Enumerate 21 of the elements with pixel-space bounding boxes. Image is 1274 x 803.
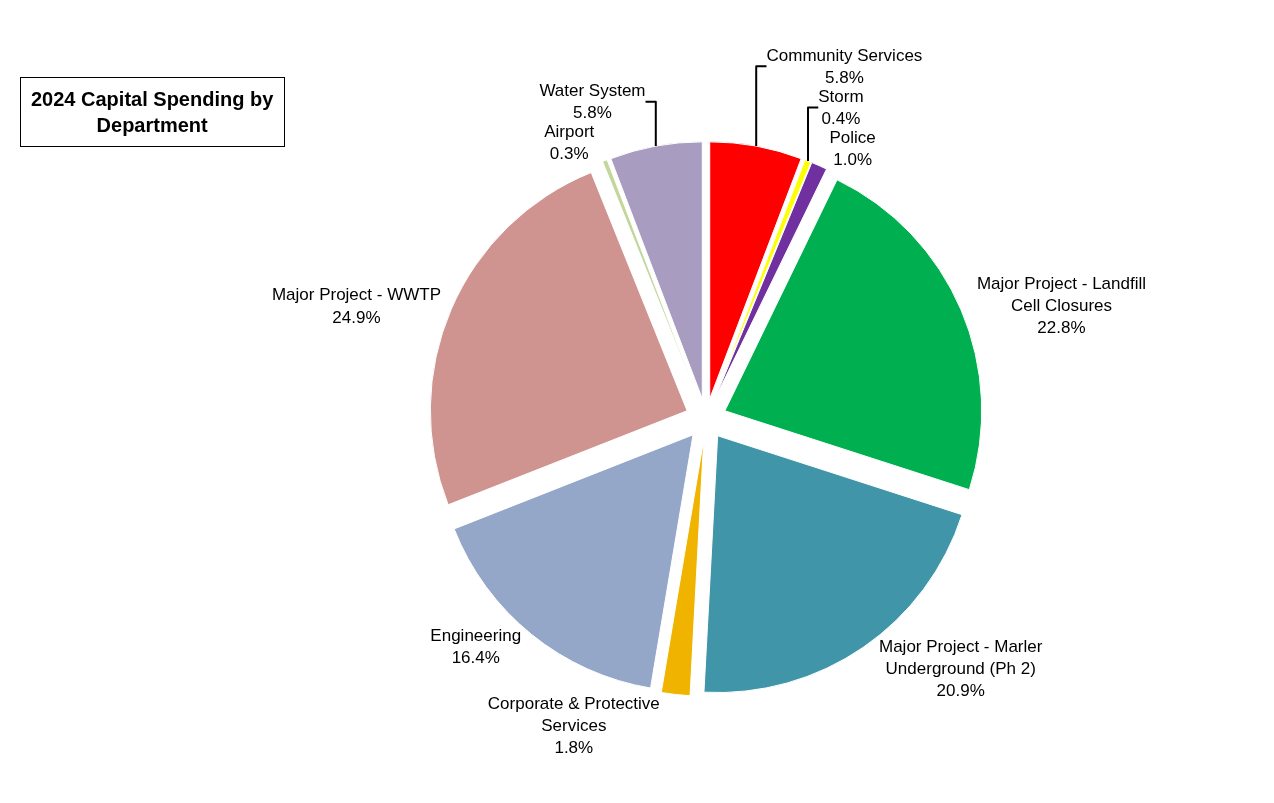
data-label: 0.3% [549,144,589,164]
data-label: 5.8% [825,67,864,87]
slice-label: Engineering [430,626,522,646]
slice-label: Airport [544,122,595,142]
slice-label: Police [829,127,876,147]
slice-label: Major Project - Marler Underground (Ph 2) [878,637,1043,679]
data-label: 5.8% [573,103,612,123]
data-label: 0.4% [821,108,861,128]
data-label: 20.9% [936,681,985,701]
slice-label: Water System [539,81,646,101]
data-label: 22.8% [1037,317,1086,337]
slice-label: Community Services [766,45,923,65]
slice-label: Major Project - Landfill Cell Closures [976,273,1147,315]
data-label: 16.4% [451,648,500,668]
data-label: 24.9% [332,307,381,327]
slice-label: Corporate & Protective Services [487,694,660,736]
data-label: 1.8% [554,738,594,758]
data-label: 1.0% [833,150,873,170]
text: 2024 Capital Spending by Department [31,88,275,136]
slice-label: Storm [818,86,864,106]
slice-label: Major Project - WWTP [271,285,441,305]
